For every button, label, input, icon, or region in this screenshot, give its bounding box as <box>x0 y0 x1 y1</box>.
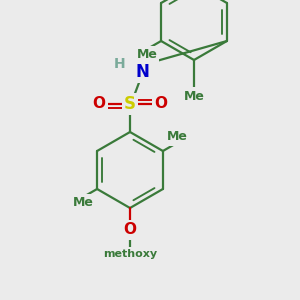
Text: O: O <box>154 97 167 112</box>
Text: O: O <box>124 223 136 238</box>
Text: H: H <box>114 57 126 71</box>
Text: O: O <box>92 97 106 112</box>
Text: Me: Me <box>72 196 93 209</box>
Text: methoxy: methoxy <box>103 249 157 259</box>
Text: S: S <box>124 95 136 113</box>
Text: N: N <box>135 63 149 81</box>
Text: Me: Me <box>136 49 157 62</box>
Text: Me: Me <box>184 89 204 103</box>
Text: Me: Me <box>167 130 188 143</box>
